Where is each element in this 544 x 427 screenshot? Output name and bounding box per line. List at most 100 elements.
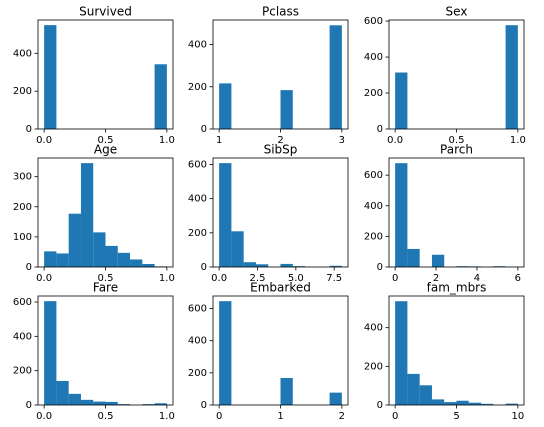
y-tick-label: 200 <box>364 361 383 372</box>
x-tick-label: 1.0 <box>159 273 175 284</box>
bar <box>456 400 469 405</box>
y-tick-label: 300 <box>13 172 32 183</box>
y-tick-label: 0 <box>377 400 383 411</box>
bar <box>231 231 244 267</box>
axes-frame <box>37 19 174 130</box>
y-tick-label: 100 <box>13 232 32 243</box>
y-tick-label: 600 <box>13 297 32 308</box>
y-tick-label: 200 <box>364 88 383 99</box>
y-tick-label: 200 <box>13 366 32 377</box>
subplot-title: SibSp <box>264 143 298 157</box>
subplot-title: Embarked <box>250 281 311 295</box>
bar <box>243 262 256 267</box>
bar <box>329 25 342 130</box>
subplot-title: Sex <box>446 5 468 19</box>
x-tick-label: 0.0 <box>387 135 403 146</box>
bar <box>255 264 269 267</box>
y-tick-label: 200 <box>364 231 383 242</box>
subplot-title: Age <box>94 143 117 157</box>
bar <box>93 401 106 405</box>
y-tick-label: 0 <box>201 124 207 135</box>
bar <box>407 248 420 267</box>
bar <box>68 393 81 405</box>
bar <box>56 253 69 267</box>
bar <box>44 251 57 267</box>
y-tick-label: 400 <box>188 40 207 51</box>
bar <box>44 25 57 129</box>
x-tick-label: 0 <box>392 411 398 422</box>
x-tick-label: 0.5 <box>98 273 114 284</box>
bar <box>280 90 293 129</box>
x-tick-label: 2 <box>277 135 283 146</box>
bar <box>505 25 518 129</box>
bar <box>93 232 106 267</box>
y-tick-label: 200 <box>13 202 32 213</box>
y-tick-label: 400 <box>188 194 207 205</box>
x-tick-label: 0 <box>392 273 398 284</box>
bar <box>468 402 482 405</box>
subplot-title: Fare <box>93 281 118 295</box>
y-tick-label: 400 <box>13 48 32 59</box>
bar <box>329 392 342 405</box>
y-tick-label: 200 <box>188 368 207 379</box>
bar <box>130 259 143 267</box>
y-tick-label: 200 <box>188 228 207 239</box>
bar <box>280 377 293 405</box>
x-tick-label: 4 <box>474 273 480 284</box>
y-tick-label: 400 <box>13 331 32 342</box>
axes-frame <box>388 19 525 130</box>
bar <box>329 265 342 267</box>
bar <box>292 266 306 267</box>
y-tick-label: 0 <box>201 262 207 273</box>
y-tick-label: 600 <box>364 16 383 27</box>
bar <box>431 254 445 267</box>
x-tick-label: 0.0 <box>36 411 52 422</box>
subplot-title: Pclass <box>262 5 299 19</box>
bar <box>395 301 408 405</box>
x-tick-label: 0.0 <box>36 273 52 284</box>
x-tick-label: 1 <box>216 135 222 146</box>
bar <box>481 403 494 405</box>
x-tick-label: 2.5 <box>250 273 266 284</box>
y-tick-label: 400 <box>364 201 383 212</box>
bar <box>407 373 420 405</box>
x-tick-label: 0.5 <box>98 411 114 422</box>
bar <box>431 399 445 405</box>
y-tick-label: 400 <box>364 52 383 63</box>
bar <box>56 380 69 405</box>
bar <box>105 245 118 267</box>
bar <box>505 403 518 405</box>
y-tick-label: 0 <box>201 400 207 411</box>
x-tick-label: 1.0 <box>159 135 175 146</box>
y-tick-label: 0 <box>377 124 383 135</box>
bar <box>68 213 81 267</box>
y-tick-label: 600 <box>188 159 207 170</box>
bar <box>142 263 155 267</box>
y-tick-label: 200 <box>188 82 207 93</box>
x-tick-label: 6 <box>515 273 521 284</box>
x-tick-label: 2 <box>433 273 439 284</box>
x-tick-label: 0.5 <box>98 135 114 146</box>
x-tick-label: 0.0 <box>36 135 52 146</box>
bar <box>105 401 118 405</box>
x-tick-label: 0.5 <box>449 135 465 146</box>
y-tick-label: 600 <box>364 170 383 181</box>
bar <box>280 263 293 267</box>
x-tick-label: 10 <box>511 411 524 422</box>
bar <box>44 301 57 405</box>
bar <box>219 83 232 129</box>
y-tick-label: 600 <box>188 304 207 315</box>
bar <box>154 64 167 129</box>
bar <box>117 252 131 267</box>
y-tick-label: 400 <box>364 323 383 334</box>
bar <box>395 72 408 129</box>
x-tick-label: 1.0 <box>510 135 526 146</box>
axes-frame <box>388 157 525 268</box>
bar <box>117 404 131 405</box>
x-tick-label: 2 <box>339 411 345 422</box>
y-tick-label: 200 <box>13 86 32 97</box>
x-tick-label: 3 <box>339 135 345 146</box>
bar <box>142 404 155 405</box>
y-tick-label: 0 <box>377 262 383 273</box>
